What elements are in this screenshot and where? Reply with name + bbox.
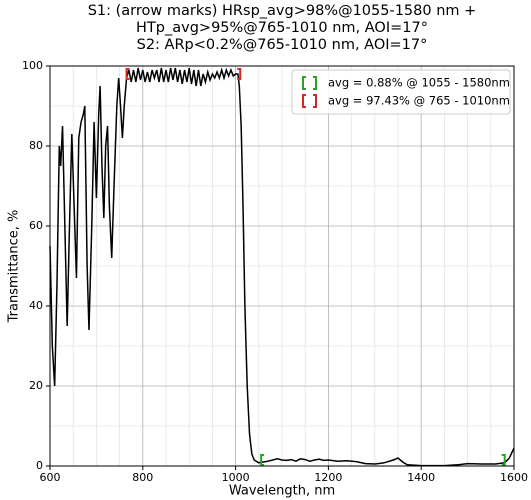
x-tick-label: 1400	[407, 471, 435, 484]
range-bracket	[501, 454, 506, 466]
legend-label: avg = 97.43% @ 765 - 1010nm	[328, 94, 510, 108]
legend-marker	[302, 94, 317, 108]
range-bracket	[260, 454, 265, 466]
x-axis-label: Wavelength, nm	[229, 484, 335, 499]
chart-title: S1: (arrow marks) HRsp_avg>98%@1055-1580…	[88, 3, 477, 19]
x-tick-label: 1000	[222, 471, 250, 484]
y-tick-label: 20	[29, 379, 43, 392]
y-tick-label: 100	[22, 59, 43, 72]
x-tick-label: 800	[132, 471, 153, 484]
legend-box	[291, 69, 511, 115]
y-axis-label: Transmittance, %	[7, 210, 22, 324]
legend-marker	[302, 76, 317, 90]
x-tick-label: 600	[40, 471, 61, 484]
y-tick-label: 80	[29, 139, 43, 152]
x-tick-label: 1600	[500, 471, 528, 484]
chart-title: S2: ARp<0.2%@765-1010 nm, AOI=17°	[137, 37, 428, 53]
range-bracket	[125, 68, 130, 80]
data-line	[49, 67, 515, 467]
y-tick-label: 40	[29, 299, 43, 312]
chart-title: HTp_avg>95%@765-1010 nm, AOI=17°	[136, 20, 428, 36]
legend-label: avg = 0.88% @ 1055 - 1580nm	[328, 76, 510, 90]
x-tick-label: 1200	[314, 471, 342, 484]
y-tick-label: 0	[36, 459, 43, 472]
chart-frame	[49, 65, 515, 467]
y-tick-label: 60	[29, 219, 43, 232]
range-bracket	[237, 68, 242, 80]
